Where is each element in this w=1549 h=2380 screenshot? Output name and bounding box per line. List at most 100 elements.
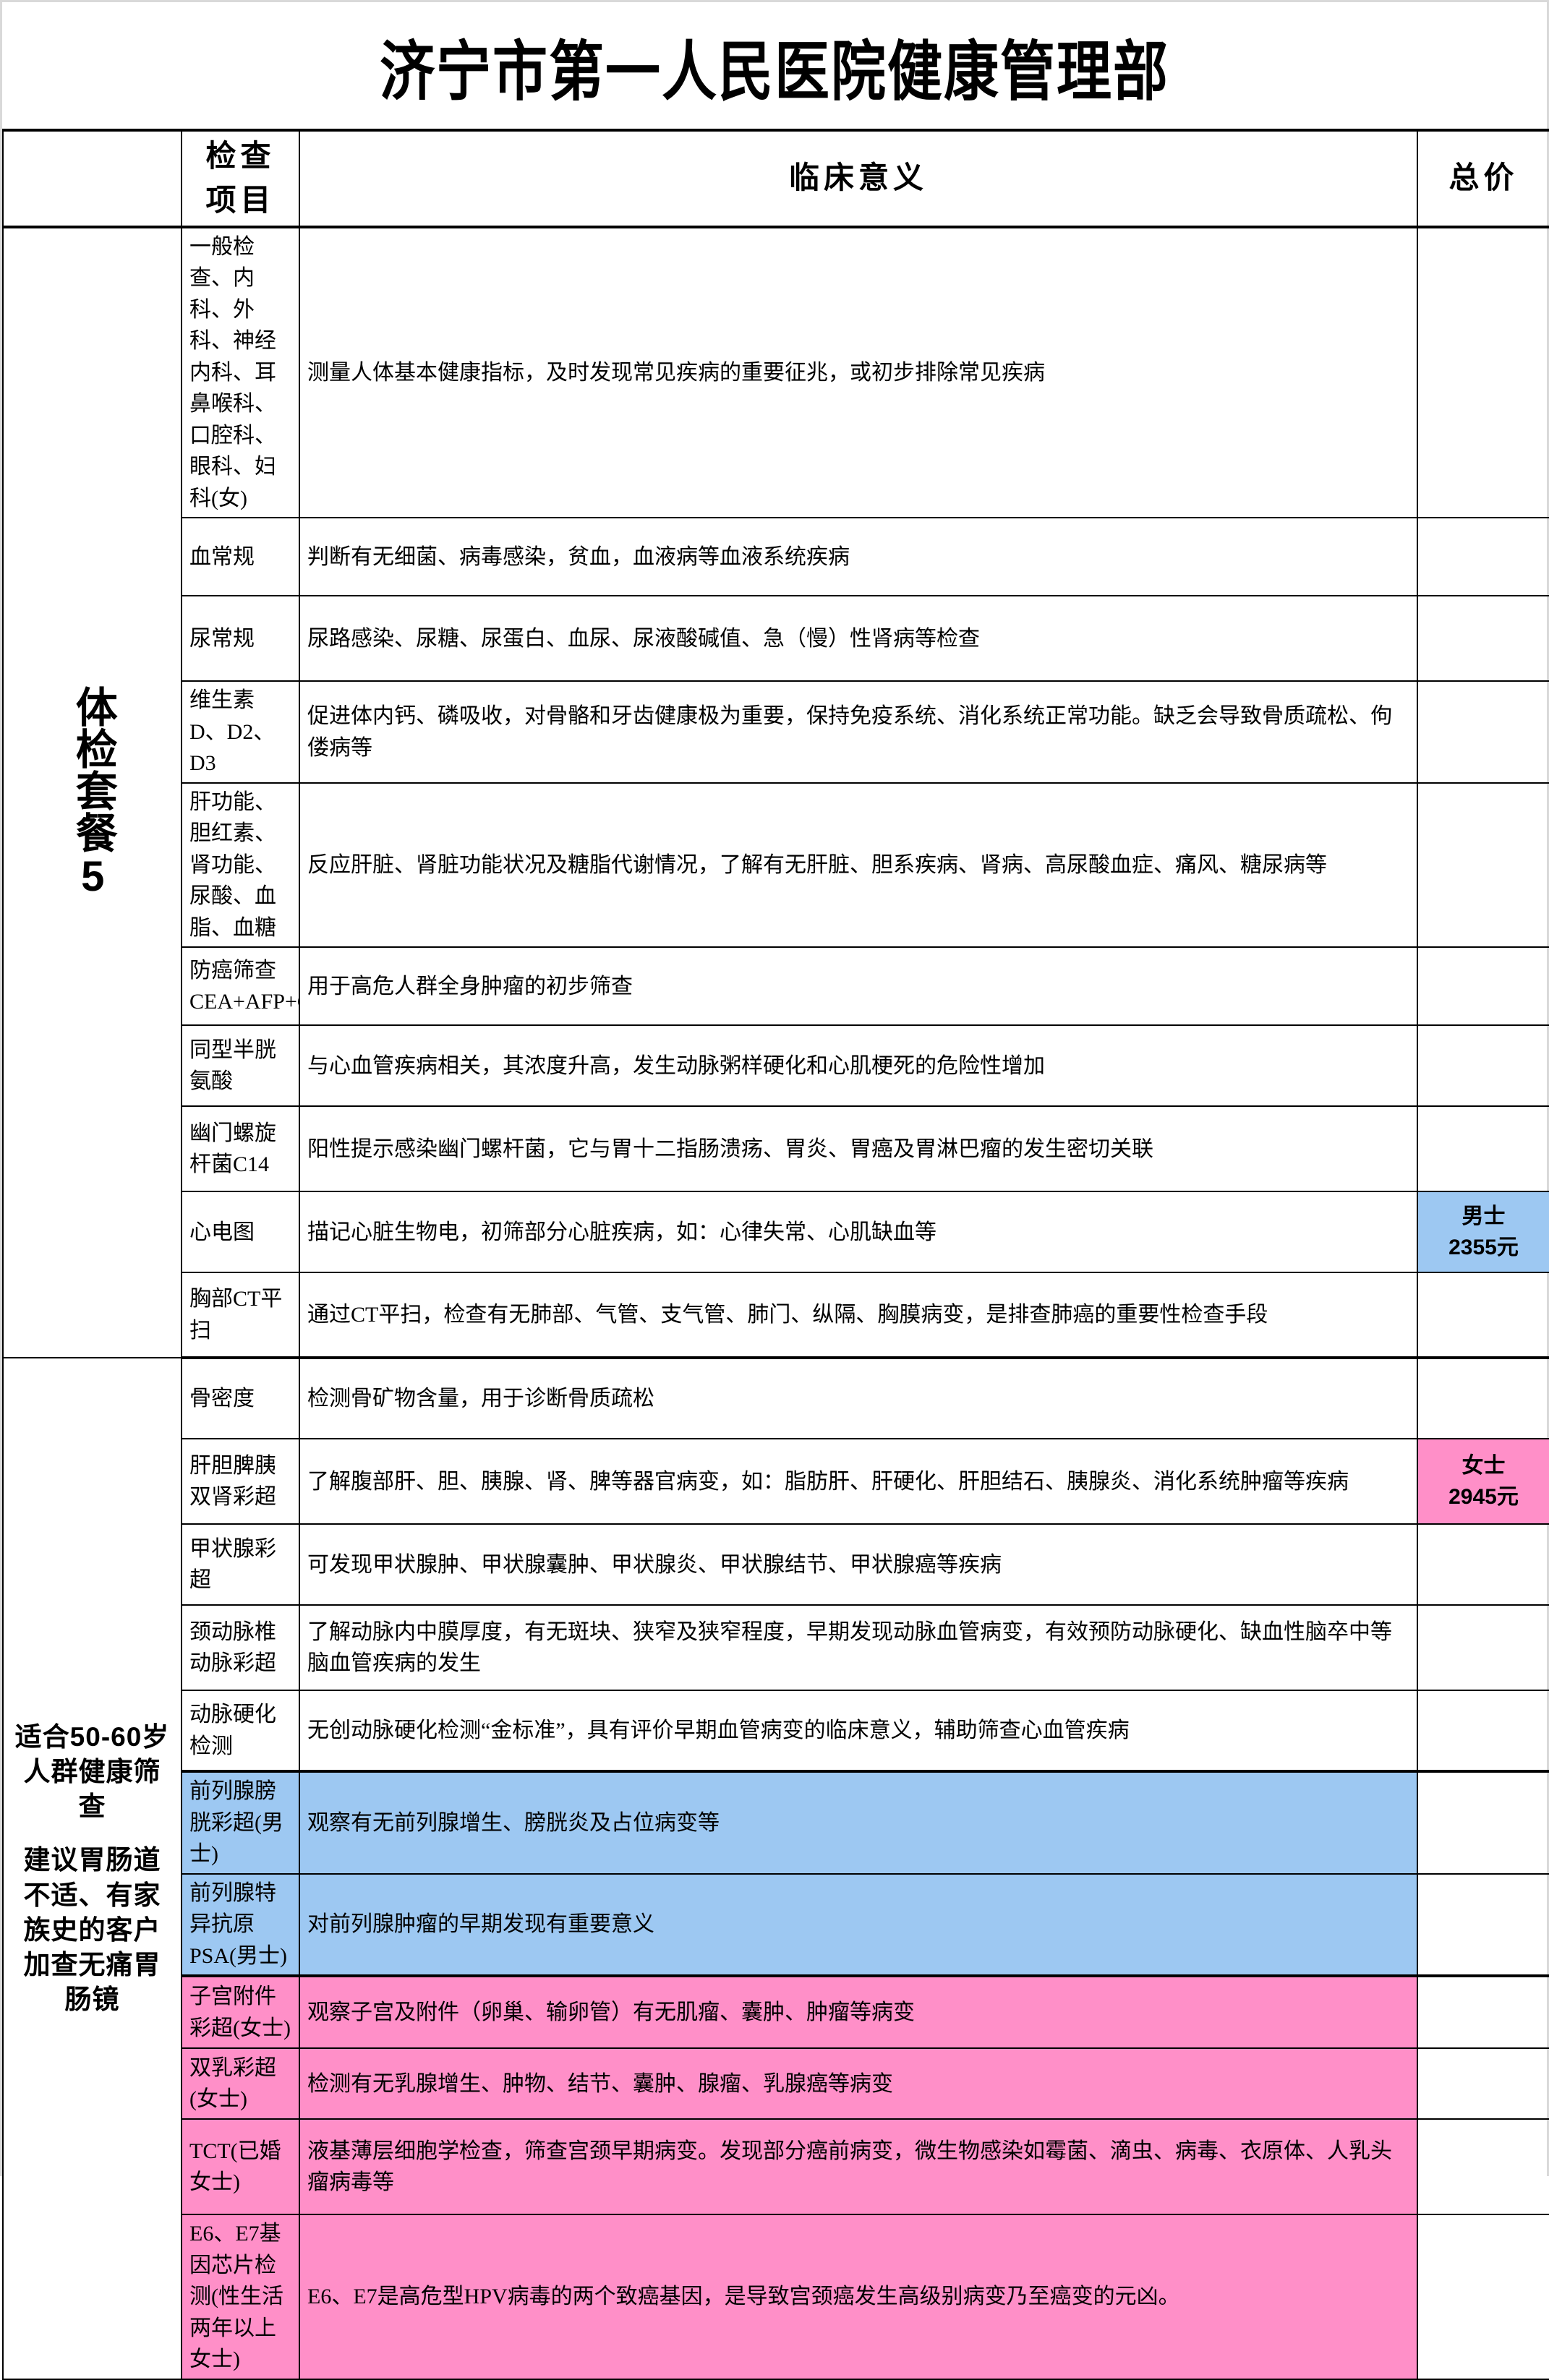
title-band: 济宁市第一人民医院健康管理部	[2, 2, 1547, 129]
item-meaning: 对前列腺肿瘤的早期发现有重要意义	[299, 1872, 1418, 1977]
item-name: 颈动脉椎动脉彩超	[181, 1604, 300, 1692]
table-row: 尿常规 尿路感染、尿糖、尿蛋白、血尿、尿液酸碱值、急（慢）性肾病等检查	[3, 595, 1549, 682]
table-row: 双乳彩超(女士) 检测有无乳腺增生、肿物、结节、囊肿、腺瘤、乳腺癌等病变	[3, 2047, 1549, 2120]
item-name: 骨密度	[181, 1356, 300, 1440]
item-meaning: 测量人体基本健康指标，及时发现常见疾病的重要征兆，或初步排除常见疾病	[299, 226, 1418, 519]
item-name: 前列腺膀胱彩超(男士)	[181, 1770, 300, 1875]
table-row: 血常规 判断有无细菌、病毒感染，贫血，血液病等血液系统疾病	[3, 517, 1549, 597]
table-row: 前列腺特异抗原PSA(男士) 对前列腺肿瘤的早期发现有重要意义	[3, 1872, 1549, 1977]
item-name: 同型半胱氨酸	[181, 1024, 300, 1108]
price-cell	[1417, 2118, 1549, 2216]
item-name: 子宫附件彩超(女士)	[181, 1974, 300, 2050]
price-cell	[1417, 1272, 1549, 1360]
item-meaning: 观察子宫及附件（卵巢、输卵管）有无肌瘤、囊肿、肿瘤等病变	[299, 1974, 1418, 2050]
item-meaning: 检测骨矿物含量，用于诊断骨质疏松	[299, 1356, 1418, 1440]
item-meaning: 了解动脉内中膜厚度，有无斑块、狭窄及狭窄程度，早期发现动脉血管病变，有效预防动脉…	[299, 1604, 1418, 1692]
item-meaning: 促进体内钙、磷吸收，对骨骼和牙齿健康极为重要，保持免疫系统、消化系统正常功能。缺…	[299, 680, 1418, 784]
item-name: 维生素D、D2、D3	[181, 680, 300, 784]
exam-package-table: 检查项目 临床意义 总价 体检套餐5 一般检查、内科、外科、神经内科、耳鼻喉科、…	[2, 129, 1549, 2380]
price-male-label: 男士	[1461, 1204, 1506, 1228]
category-note-line2: 建议胃肠道不适、有家族史的客户加查无痛胃肠镜	[23, 1845, 161, 2014]
item-meaning: 反应肝脏、肾脏功能状况及糖脂代谢情况，了解有无肝脏、胆系疾病、肾病、高尿酸血症、…	[299, 782, 1418, 949]
table-row: 子宫附件彩超(女士) 观察子宫及附件（卵巢、输卵管）有无肌瘤、囊肿、肿瘤等病变	[3, 1974, 1549, 2050]
item-meaning: 检测有无乳腺增生、肿物、结节、囊肿、腺瘤、乳腺癌等病变	[299, 2047, 1418, 2120]
price-cell	[1417, 1523, 1549, 1606]
item-meaning: 可发现甲状腺肿、甲状腺囊肿、甲状腺炎、甲状腺结节、甲状腺癌等疾病	[299, 1523, 1418, 1606]
table-row: 前列腺膀胱彩超(男士) 观察有无前列腺增生、膀胱炎及占位病变等	[3, 1770, 1549, 1875]
price-cell	[1417, 782, 1549, 949]
price-cell	[1417, 1024, 1549, 1108]
table-row: 胸部CT平扫 通过CT平扫，检查有无肺部、气管、支气管、肺门、纵隔、胸膜病变，是…	[3, 1272, 1549, 1360]
item-meaning: 阳性提示感染幽门螺杆菌，它与胃十二指肠溃疡、胃炎、胃癌及胃淋巴瘤的发生密切关联	[299, 1105, 1418, 1193]
item-name: 心电图	[181, 1191, 300, 1274]
item-name: 前列腺特异抗原PSA(男士)	[181, 1872, 300, 1977]
item-name: 肝胆脾胰双肾彩超	[181, 1438, 300, 1525]
price-cell	[1417, 1974, 1549, 2050]
category-package-cell: 体检套餐5	[2, 226, 182, 1359]
category-note-cell: 适合50-60岁人群健康筛查 建议胃肠道不适、有家族史的客户加查无痛胃肠镜	[2, 1357, 182, 2380]
table-row: 幽门螺旋杆菌C14 阳性提示感染幽门螺杆菌，它与胃十二指肠溃疡、胃炎、胃癌及胃淋…	[3, 1105, 1549, 1193]
item-meaning: 描记心脏生物电，初筛部分心脏疾病，如：心律失常、心肌缺血等	[299, 1191, 1418, 1274]
item-meaning: 无创动脉硬化检测“金标准”，具有评价早期血管病变的临床意义，辅助筛查心血管疾病	[299, 1690, 1418, 1773]
item-name: 肝功能、胆红素、肾功能、尿酸、血脂、血糖	[181, 782, 300, 949]
item-meaning: 判断有无细菌、病毒感染，贫血，血液病等血液系统疾病	[299, 517, 1418, 597]
header-blank-cell	[2, 129, 182, 228]
price-cell	[1417, 1105, 1549, 1193]
table-header-row: 检查项目 临床意义 总价	[2, 129, 1549, 228]
price-cell	[1417, 226, 1549, 519]
price-cell	[1417, 1872, 1549, 1977]
table-row: 肝胆脾胰双肾彩超 了解腹部肝、胆、胰腺、肾、脾等器官病变，如：脂肪肝、肝硬化、肝…	[3, 1438, 1549, 1525]
item-name: 防癌筛查CEA+AFP+CA199+CA724+NSE+CF211	[181, 946, 300, 1027]
item-name: 尿常规	[181, 595, 300, 682]
price-male-amount: 2355元	[1448, 1236, 1519, 1260]
item-name: 一般检查、内科、外科、神经内科、耳鼻喉科、口腔科、眼科、妇科(女)	[181, 226, 300, 519]
price-cell	[1417, 2214, 1549, 2380]
category-note-line1: 适合50-60岁人群健康筛查	[14, 1722, 170, 1822]
header-meaning: 临床意义	[299, 129, 1418, 228]
price-male-cell: 男士 2355元	[1417, 1191, 1549, 1274]
price-cell	[1417, 946, 1549, 1027]
page-title: 济宁市第一人民医院健康管理部	[380, 35, 1169, 108]
table-row: 体检套餐5 一般检查、内科、外科、神经内科、耳鼻喉科、口腔科、眼科、妇科(女) …	[2, 226, 1549, 1359]
table-row: 颈动脉椎动脉彩超 了解动脉内中膜厚度，有无斑块、狭窄及狭窄程度，早期发现动脉血管…	[3, 1604, 1549, 1692]
table-row: 维生素D、D2、D3 促进体内钙、磷吸收，对骨骼和牙齿健康极为重要，保持免疫系统…	[3, 680, 1549, 784]
table-row: 同型半胱氨酸 与心血管疾病相关，其浓度升高，发生动脉粥样硬化和心肌梗死的危险性增…	[3, 1024, 1549, 1108]
item-meaning: 尿路感染、尿糖、尿蛋白、血尿、尿液酸碱值、急（慢）性肾病等检查	[299, 595, 1418, 682]
item-meaning: 观察有无前列腺增生、膀胱炎及占位病变等	[299, 1770, 1418, 1875]
table-row: 甲状腺彩超 可发现甲状腺肿、甲状腺囊肿、甲状腺炎、甲状腺结节、甲状腺癌等疾病	[3, 1523, 1549, 1606]
price-cell	[1417, 517, 1549, 597]
price-female-cell: 女士 2945元	[1417, 1438, 1549, 1525]
price-cell	[1417, 1770, 1549, 1875]
price-cell	[1417, 2047, 1549, 2120]
item-name: 甲状腺彩超	[181, 1523, 300, 1606]
item-name: 动脉硬化检测	[181, 1690, 300, 1773]
item-meaning: 液基薄层细胞学检查，筛查宫颈早期病变。发现部分癌前病变，微生物感染如霉菌、滴虫、…	[299, 2118, 1418, 2216]
table-row: 适合50-60岁人群健康筛查 建议胃肠道不适、有家族史的客户加查无痛胃肠镜 骨密…	[2, 1356, 1549, 2380]
table-row: 心电图 描记心脏生物电，初筛部分心脏疾病，如：心律失常、心肌缺血等 男士 235…	[3, 1191, 1549, 1274]
item-name: 血常规	[181, 517, 300, 597]
price-cell	[1417, 1356, 1549, 1440]
price-female-label: 女士	[1461, 1453, 1506, 1478]
category-note-block: 适合50-60岁人群健康筛查 建议胃肠道不适、有家族史的客户加查无痛胃肠镜	[11, 1720, 174, 2017]
item-meaning: 用于高危人群全身肿瘤的初步筛查	[299, 946, 1418, 1027]
category-package-label: 体检套餐5	[69, 685, 116, 901]
header-price: 总价	[1417, 129, 1549, 228]
item-name: E6、E7基因芯片检测(性生活两年以上女士)	[181, 2214, 300, 2380]
price-cell	[1417, 1690, 1549, 1773]
table-row: E6、E7基因芯片检测(性生活两年以上女士) E6、E7是高危型HPV病毒的两个…	[3, 2214, 1549, 2380]
category-note-spacer	[11, 1824, 174, 1843]
item-name: 双乳彩超(女士)	[181, 2047, 300, 2120]
table-row: 防癌筛查CEA+AFP+CA199+CA724+NSE+CF211 用于高危人群…	[3, 946, 1549, 1027]
item-meaning: 了解腹部肝、胆、胰腺、肾、脾等器官病变，如：脂肪肝、肝硬化、肝胆结石、胰腺炎、消…	[299, 1438, 1418, 1525]
item-name: TCT(已婚女士)	[181, 2118, 300, 2216]
price-cell	[1417, 680, 1549, 784]
item-meaning: E6、E7是高危型HPV病毒的两个致癌基因，是导致宫颈癌发生高级别病变乃至癌变的…	[299, 2214, 1418, 2380]
table-row: TCT(已婚女士) 液基薄层细胞学检查，筛查宫颈早期病变。发现部分癌前病变，微生…	[3, 2118, 1549, 2216]
table-row: 动脉硬化检测 无创动脉硬化检测“金标准”，具有评价早期血管病变的临床意义，辅助筛…	[3, 1690, 1549, 1773]
item-meaning: 与心血管疾病相关，其浓度升高，发生动脉粥样硬化和心肌梗死的危险性增加	[299, 1024, 1418, 1108]
item-name: 胸部CT平扫	[181, 1272, 300, 1360]
header-item: 检查项目	[181, 129, 300, 228]
price-cell	[1417, 595, 1549, 682]
item-meaning: 通过CT平扫，检查有无肺部、气管、支气管、肺门、纵隔、胸膜病变，是排查肺癌的重要…	[299, 1272, 1418, 1360]
